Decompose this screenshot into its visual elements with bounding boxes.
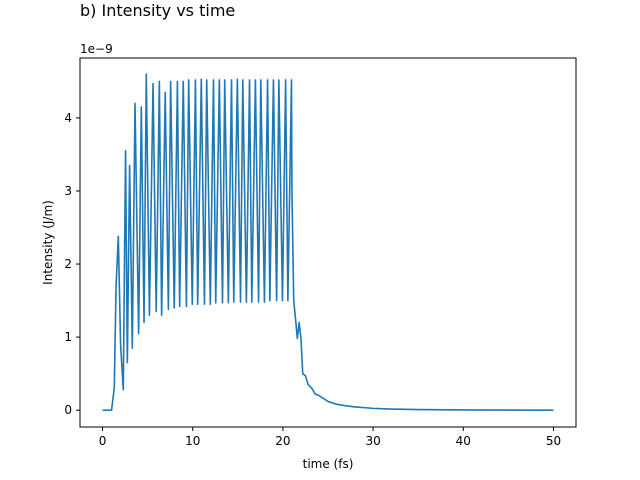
chart-title: b) Intensity vs time: [80, 1, 235, 20]
plot-area: [102, 73, 554, 411]
x-tick-label: 10: [185, 434, 200, 448]
y-tick-label: 1: [64, 330, 72, 344]
y-tick-label: 4: [64, 111, 72, 125]
x-tick-label: 50: [546, 434, 561, 448]
x-tick-label: 20: [275, 434, 290, 448]
y-axis-label: Intensity (J/m): [41, 200, 55, 285]
plot-frame: [79, 57, 577, 428]
y-scale-label: 1e−9: [80, 42, 113, 56]
y-tick-label: 2: [64, 257, 72, 271]
x-tick-label: 40: [456, 434, 471, 448]
x-tick-label: 30: [365, 434, 380, 448]
y-tick-label: 3: [64, 184, 72, 198]
ticks: 0 10 20 30 40 50 0 1 2 3 4: [64, 111, 561, 448]
intensity-line: [102, 73, 554, 411]
x-axis-label: time (fs): [303, 457, 354, 471]
x-tick-label: 0: [99, 434, 107, 448]
y-tick-label: 0: [64, 403, 72, 417]
